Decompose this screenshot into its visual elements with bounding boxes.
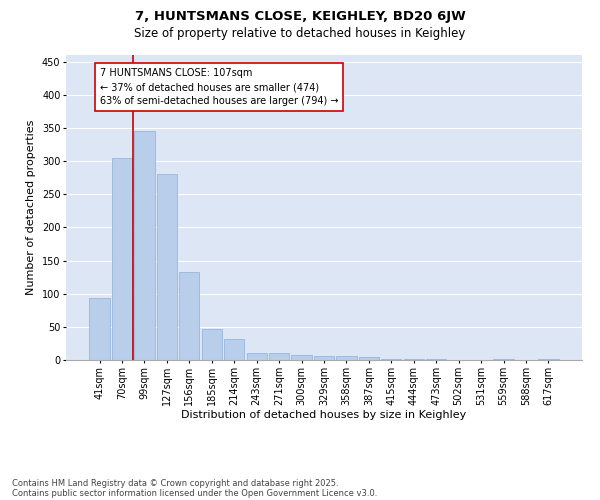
Bar — [179, 272, 199, 360]
Bar — [89, 298, 110, 360]
Bar — [112, 158, 132, 360]
Text: Contains public sector information licensed under the Open Government Licence v3: Contains public sector information licen… — [12, 488, 377, 498]
Bar — [269, 352, 289, 360]
Bar — [134, 131, 155, 360]
Text: 7, HUNTSMANS CLOSE, KEIGHLEY, BD20 6JW: 7, HUNTSMANS CLOSE, KEIGHLEY, BD20 6JW — [134, 10, 466, 23]
X-axis label: Distribution of detached houses by size in Keighley: Distribution of detached houses by size … — [181, 410, 467, 420]
Bar — [314, 356, 334, 360]
Bar — [202, 329, 222, 360]
Bar — [247, 354, 267, 360]
Bar — [224, 339, 244, 360]
Bar — [157, 174, 177, 360]
Text: 7 HUNTSMANS CLOSE: 107sqm
← 37% of detached houses are smaller (474)
63% of semi: 7 HUNTSMANS CLOSE: 107sqm ← 37% of detac… — [100, 68, 338, 106]
Text: Contains HM Land Registry data © Crown copyright and database right 2025.: Contains HM Land Registry data © Crown c… — [12, 478, 338, 488]
Bar — [292, 354, 311, 360]
Bar — [337, 356, 356, 360]
Bar — [426, 358, 446, 360]
Text: Size of property relative to detached houses in Keighley: Size of property relative to detached ho… — [134, 28, 466, 40]
Bar — [359, 358, 379, 360]
Bar — [381, 358, 401, 360]
Y-axis label: Number of detached properties: Number of detached properties — [26, 120, 36, 295]
